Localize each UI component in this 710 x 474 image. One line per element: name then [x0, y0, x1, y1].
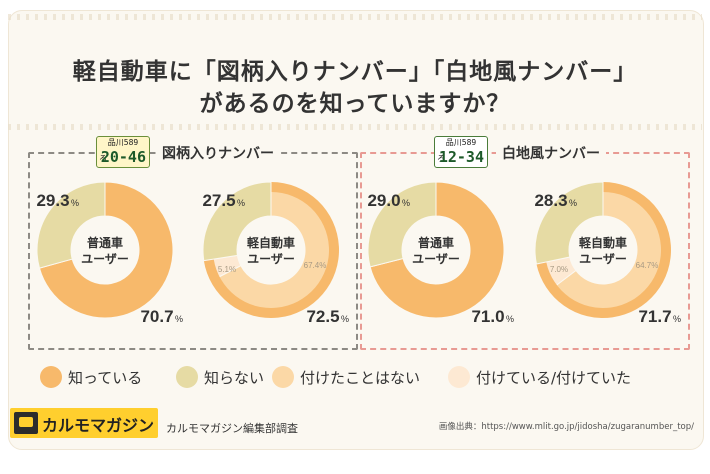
value-unit: %	[569, 198, 577, 208]
chart-title-line2: があるのを知っていますか？	[199, 91, 511, 117]
chart-title-line1: 軽自動車に「図柄入りナンバー」「白地風ナンバー」	[72, 59, 638, 85]
slice-know	[369, 181, 505, 319]
slice-dont-know	[534, 181, 604, 265]
brand-logo: カルモマガジン	[10, 408, 158, 438]
legend-label: 付けたことはない	[300, 368, 421, 387]
center-label-top: 普通車	[418, 235, 454, 250]
image-source: 画像出典：https://www.mlit.go.jp/jidosha/zuga…	[438, 422, 694, 432]
slice-dont-know	[367, 181, 437, 268]
legend-swatch	[40, 366, 62, 388]
value-never-attached: 64.7%	[636, 261, 659, 270]
center-label-top: 普通車	[87, 235, 123, 250]
plate-icon-design: 品川589 ろ 20-46	[96, 136, 150, 168]
legend-item: 付けたことはない	[272, 364, 420, 390]
plate-top-text: 品川589	[107, 138, 139, 147]
top-stripe	[8, 14, 702, 20]
slice-dont-know	[202, 181, 272, 262]
legend-label: 知らない	[204, 368, 265, 387]
legend-swatch	[448, 366, 470, 388]
slice-know	[38, 181, 174, 319]
plate-number: 12-34	[438, 148, 484, 166]
center-label-top: 軽自動車	[247, 235, 295, 250]
value-know: 71.0	[471, 307, 504, 326]
legend-swatch	[176, 366, 198, 388]
center-label-bottom: ユーザー	[247, 252, 295, 266]
plate-kana: ろ	[99, 154, 107, 163]
center-label-top: 軽自動車	[579, 235, 627, 250]
value-dont-know: 29.0	[367, 191, 400, 210]
value-dont-know: 27.5	[202, 191, 235, 210]
value-know: 71.7	[638, 307, 671, 326]
value-attached: 5.1%	[218, 265, 236, 274]
value-dont-know: 28.3	[534, 191, 567, 210]
legend-label: 付けている/付けていた	[476, 368, 632, 387]
center-label-bottom: ユーザー	[579, 252, 627, 266]
value-unit: %	[402, 198, 410, 208]
value-unit: %	[237, 198, 245, 208]
plate-number: 20-46	[100, 148, 146, 166]
value-unit: %	[673, 314, 681, 324]
slice-dont-know	[36, 181, 106, 269]
value-unit: %	[175, 314, 183, 324]
panel-title: 白地風ナンバー	[496, 143, 606, 163]
legend-item: 知らない	[176, 364, 264, 390]
legend-item: 付けている/付けていた	[448, 364, 631, 390]
middle-stripe	[8, 124, 702, 130]
value-unit: %	[341, 314, 349, 324]
legend-item: 知っている	[40, 364, 142, 390]
value-unit: %	[71, 198, 79, 208]
value-know: 70.7	[140, 307, 173, 326]
legend-label: 知っている	[68, 368, 143, 387]
plate-kana: ろ	[437, 154, 445, 163]
value-know: 72.5	[306, 307, 339, 326]
value-attached: 7.0%	[550, 265, 568, 274]
panel-design-plate: 品川589 ろ 20-46 図柄入りナンバー	[28, 136, 358, 350]
survey-credit: カルモマガジン編集部調査	[166, 422, 298, 435]
legend-swatch	[272, 366, 294, 388]
value-dont-know: 29.3	[36, 191, 69, 210]
brand-name: カルモマガジン	[42, 416, 155, 435]
panel-title: 図柄入りナンバー	[156, 143, 280, 163]
plate-icon-white: 品川589 ろ 12-34	[434, 136, 488, 168]
legend: 知っている 知らない 付けたことはない 付けている/付けていた	[40, 364, 680, 390]
value-never-attached: 67.4%	[304, 261, 327, 270]
footer: カルモマガジン カルモマガジン編集部調査 画像出典：https://www.ml…	[8, 406, 702, 448]
logo-mark-icon	[14, 412, 38, 434]
panel-white-plate: 品川589 ろ 12-34 白地風ナンバー	[360, 136, 690, 350]
center-label-bottom: ユーザー	[412, 252, 460, 266]
plate-top-text: 品川589	[445, 138, 477, 147]
value-unit: %	[506, 314, 514, 324]
center-label-bottom: ユーザー	[81, 252, 129, 266]
